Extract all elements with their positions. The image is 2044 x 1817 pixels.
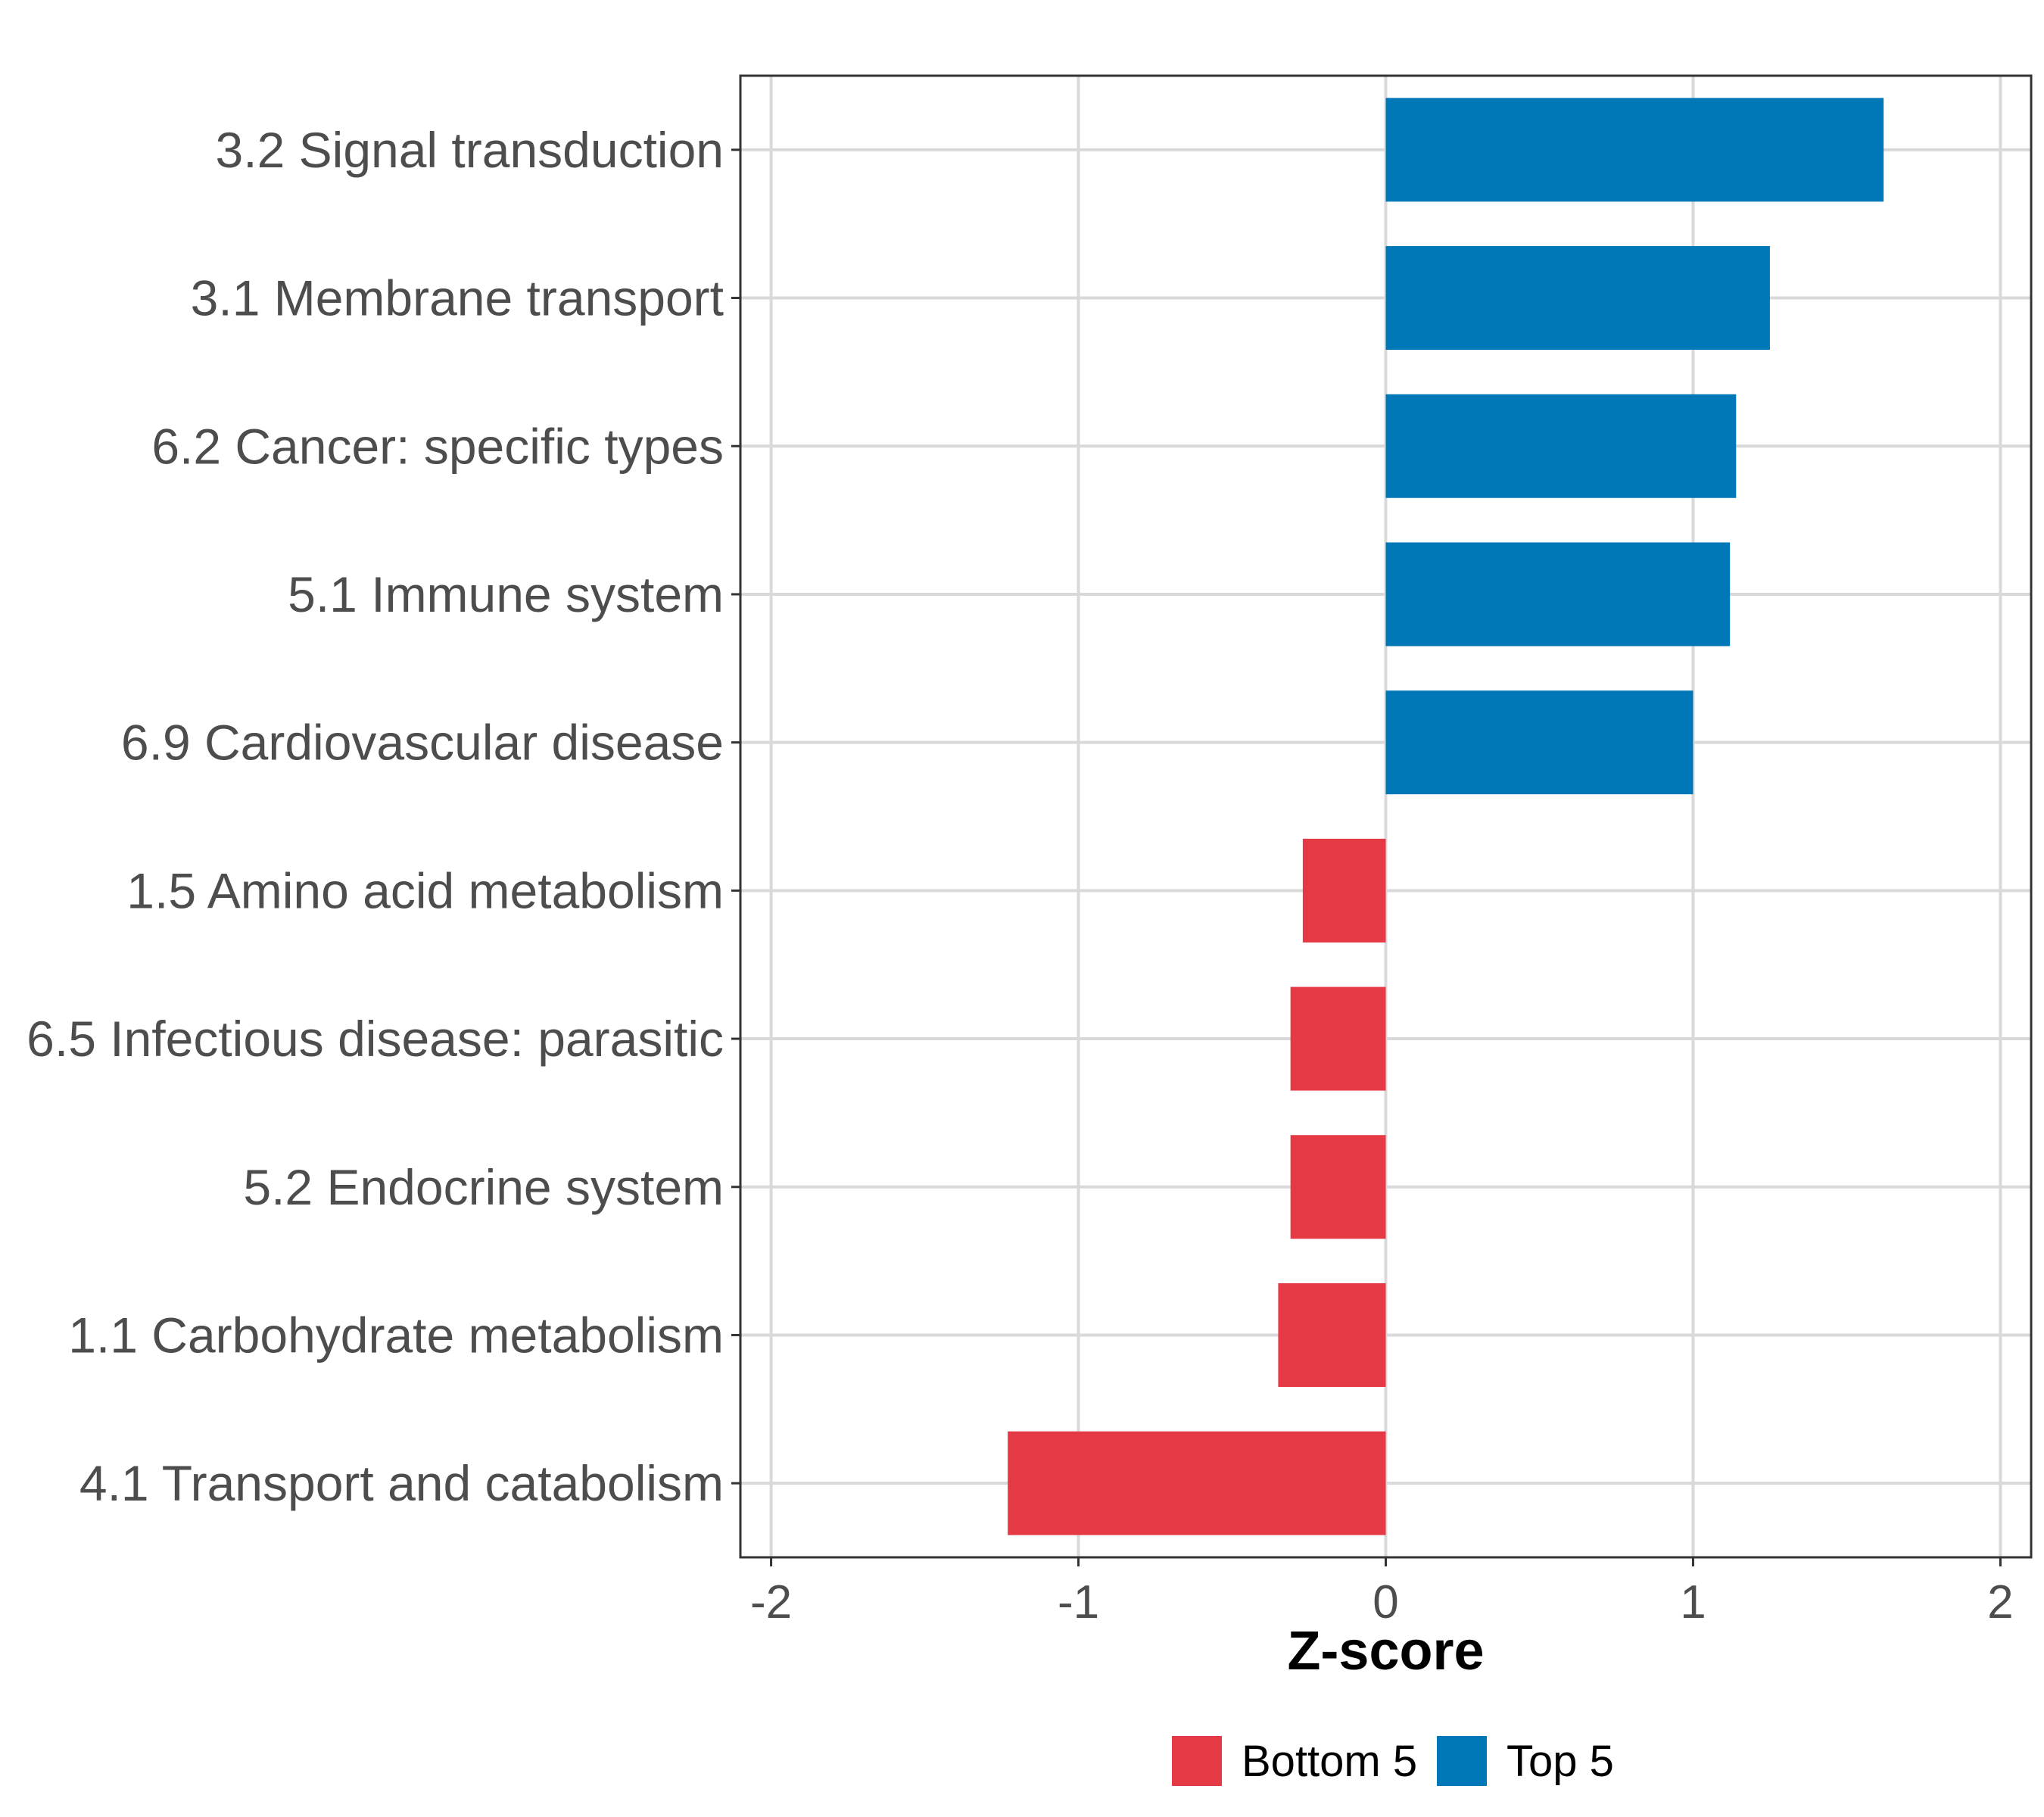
y-tick-label: 6.5 Infectious disease: parasitic <box>26 1011 724 1067</box>
y-tick-label: 1.1 Carbohydrate metabolism <box>68 1307 724 1363</box>
bar-6-5-infectious-disease-parasitic <box>1290 986 1386 1091</box>
x-tick-label: 0 <box>1373 1576 1398 1628</box>
bar-3-1-membrane-transport <box>1385 246 1770 351</box>
legend-swatch-bottom-5 <box>1172 1736 1222 1786</box>
y-tick-label: 1.5 Amino acid metabolism <box>126 862 724 918</box>
y-tick-label: 5.2 Endocrine system <box>243 1159 724 1215</box>
bar-5-2-endocrine-system <box>1290 1135 1386 1239</box>
y-tick-label: 3.2 Signal transduction <box>216 122 724 178</box>
x-axis: -2 -1 0 1 2 <box>750 1557 2014 1628</box>
y-tick-label: 5.1 Immune system <box>288 566 724 622</box>
bar-1-5-amino-acid-metabolism <box>1302 838 1386 943</box>
y-tick-label: 6.9 Cardiovascular disease <box>121 715 724 771</box>
legend-label-top-5: Top 5 <box>1507 1737 1614 1786</box>
bar-4-1-transport-and-catabolism <box>1008 1431 1386 1535</box>
bar-5-1-immune-system <box>1385 542 1731 647</box>
x-tick-label: 2 <box>1987 1576 2013 1628</box>
y-tick-label: 6.2 Cancer: specific types <box>151 418 724 474</box>
bar-3-2-signal-transduction <box>1385 98 1884 202</box>
bar-1-1-carbohydrate-metabolism <box>1278 1282 1386 1387</box>
y-tick-label: 3.1 Membrane transport <box>191 270 724 326</box>
y-axis: 3.2 Signal transduction 3.1 Membrane tran… <box>26 122 740 1511</box>
y-tick-label: 4.1 Transport and catabolism <box>79 1455 724 1511</box>
x-tick-label: 1 <box>1680 1576 1706 1628</box>
bars <box>1008 98 1884 1535</box>
x-tick-label: -2 <box>750 1576 792 1628</box>
bar-6-2-cancer-specific-types <box>1385 394 1737 498</box>
legend: Bottom 5 Top 5 <box>1172 1736 1614 1786</box>
legend-label-bottom-5: Bottom 5 <box>1242 1737 1417 1786</box>
legend-swatch-top-5 <box>1437 1736 1487 1786</box>
bar-6-9-cardiovascular-disease <box>1385 690 1693 795</box>
x-tick-label: -1 <box>1058 1576 1099 1628</box>
x-axis-title: Z-score <box>1287 1621 1484 1681</box>
